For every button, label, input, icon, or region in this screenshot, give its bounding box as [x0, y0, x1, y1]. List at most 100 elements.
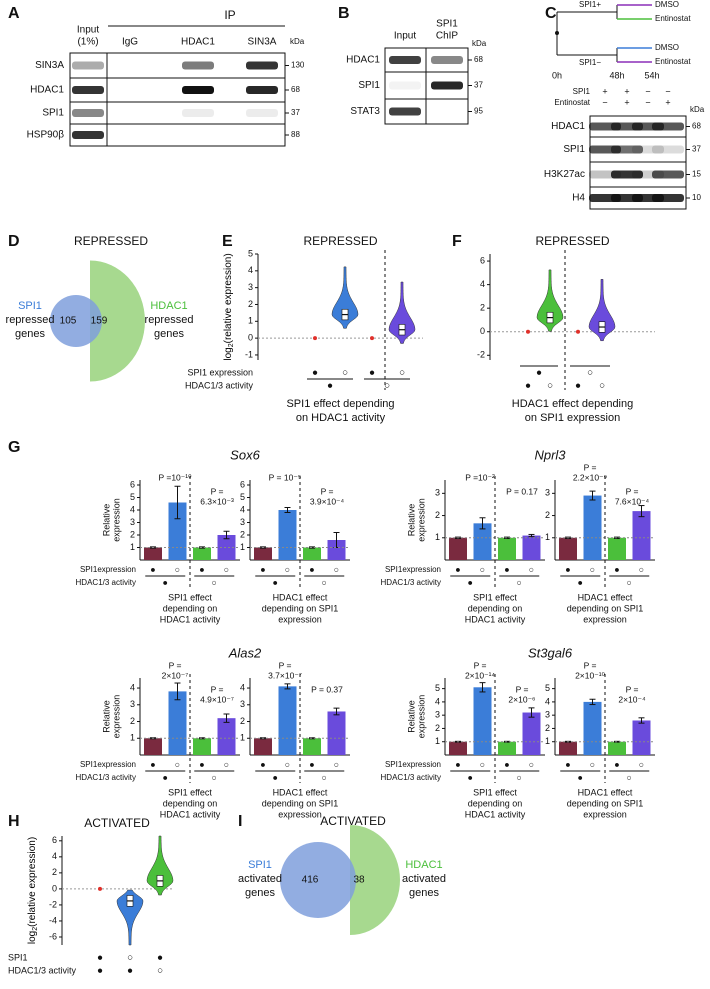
- gene-name: St3gal6: [528, 645, 573, 660]
- reference-point: [313, 336, 317, 341]
- p-value: P =: [584, 660, 597, 670]
- unit: kDa: [290, 37, 305, 46]
- branch-label: SPI1+: [579, 0, 601, 9]
- panel-letter: I: [238, 813, 242, 830]
- protein-name: SPI1: [563, 144, 585, 155]
- kda-label: 130: [291, 61, 305, 70]
- y-tick-label: 3: [240, 699, 245, 709]
- caption: expression: [278, 614, 322, 624]
- y-tick-label: 0: [52, 883, 57, 893]
- branch-label: SPI1−: [579, 58, 601, 67]
- condition-symbol: ○: [590, 759, 595, 769]
- p-value: 2×10⁻⁷: [162, 670, 189, 680]
- lane-label: SIN3A: [248, 37, 277, 48]
- violin: [116, 889, 144, 946]
- p-value: 2×10⁻⁶: [508, 694, 535, 704]
- y-tick-label: 4: [480, 279, 485, 289]
- y-tick-label: -1: [245, 349, 253, 359]
- condition-symbol: ●: [309, 759, 314, 769]
- y-tick-label: -2: [477, 350, 485, 360]
- caption: depending on: [468, 603, 523, 613]
- condition-sign: −: [665, 86, 670, 96]
- y-tick-label: 0: [248, 333, 253, 343]
- bar: [583, 701, 602, 755]
- bar: [254, 547, 272, 560]
- y-tick-label: 6: [480, 255, 485, 265]
- row-label: HDAC1/3 activity: [8, 965, 77, 975]
- kda-label: 10: [692, 193, 701, 202]
- panel-title: ACTIVATED: [320, 814, 386, 828]
- y-tick-label: 6: [240, 479, 245, 489]
- panel-letter: B: [338, 5, 350, 22]
- lane-label: (1%): [77, 37, 98, 48]
- axis-title-part: (relative expression): [27, 837, 38, 927]
- venn-label: genes: [409, 887, 439, 899]
- condition-symbol: ○: [322, 577, 327, 587]
- caption: HDAC1 activity: [465, 809, 526, 819]
- axis-title: expression: [111, 695, 121, 739]
- bar: [193, 738, 211, 755]
- time-label: 0h: [552, 70, 562, 80]
- violin: [388, 281, 416, 344]
- band: [431, 56, 463, 64]
- protein-name: HDAC1: [551, 121, 585, 132]
- axis-title: Relative: [101, 700, 111, 733]
- venn-label: repressed: [145, 314, 194, 326]
- y-tick-label: 1: [130, 733, 135, 743]
- p-value: P =: [626, 486, 639, 496]
- p-value: P =10⁻²: [465, 472, 495, 482]
- y-tick-label: 5: [248, 248, 253, 258]
- condition-sign: +: [602, 86, 607, 96]
- p-value: 3.7×10⁻⁷: [268, 670, 302, 680]
- condition-symbol: ●: [578, 577, 583, 587]
- venn-spi1: [280, 842, 356, 918]
- caption: SPI1 effect: [168, 787, 212, 797]
- p-value: P =: [321, 486, 334, 496]
- condition-symbol: ○: [517, 577, 522, 587]
- p-value: P =: [474, 660, 487, 670]
- caption: SPI1 effect: [473, 787, 517, 797]
- bar: [522, 535, 541, 560]
- caption: HDAC1 activity: [160, 809, 221, 819]
- row-label: SPI1expression: [385, 760, 441, 769]
- kda-label: 15: [692, 170, 701, 179]
- y-tick-label: 1: [545, 736, 550, 746]
- count: 159: [91, 316, 108, 327]
- axis-title: expression: [416, 498, 426, 542]
- caption: HDAC1 effect depending: [512, 398, 634, 410]
- band: [632, 145, 664, 154]
- p-value: P =: [211, 684, 224, 694]
- y-tick-label: 1: [435, 532, 440, 542]
- y-tick-label: 5: [130, 492, 135, 502]
- reference-point: [576, 329, 580, 334]
- condition-symbol: ●: [309, 564, 314, 574]
- p-value: P =10⁻¹⁰: [158, 472, 192, 482]
- bar: [632, 511, 651, 560]
- axis-title-part: (relative expression): [223, 253, 234, 343]
- caption: depending on SPI1: [567, 798, 644, 808]
- row-label: SPI1 expression: [187, 367, 253, 377]
- bar: [278, 686, 297, 755]
- bar: [168, 691, 187, 755]
- axis-title-part: log: [27, 931, 38, 944]
- venn-label: genes: [15, 328, 45, 340]
- y-tick-label: 2: [130, 716, 135, 726]
- condition-symbol: ●: [157, 953, 163, 964]
- condition-symbol: ○: [627, 577, 632, 587]
- lane-label: IgG: [122, 37, 138, 48]
- condition-symbol: ●: [468, 772, 473, 782]
- y-tick-label: 2: [240, 716, 245, 726]
- caption: HDAC1 activity: [160, 614, 221, 624]
- venn-label: activated: [238, 873, 282, 885]
- treatment-label: DMSO: [655, 43, 679, 52]
- treatment-label: Entinostat: [655, 57, 691, 66]
- protein-name: HSP90β: [27, 130, 65, 141]
- caption: HDAC1 activity: [465, 614, 526, 624]
- y-tick-label: 4: [240, 504, 245, 514]
- y-tick-label: 3: [248, 282, 253, 292]
- caption: depending on: [163, 798, 218, 808]
- venn-hdac1: [90, 260, 145, 382]
- band: [182, 109, 214, 117]
- y-tick-label: 4: [435, 696, 440, 706]
